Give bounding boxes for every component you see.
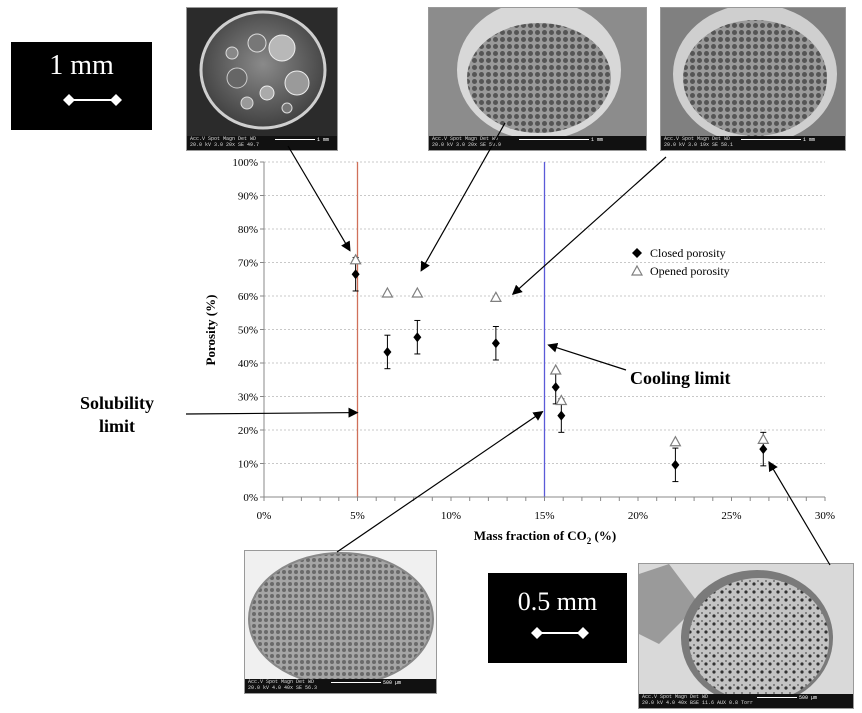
closed-porosity-point <box>551 382 560 393</box>
arrow-micrograph-3 <box>511 156 667 295</box>
opened-porosity-point <box>555 394 568 406</box>
micrograph-top-middle-footer: Acc.V Spot Magn Det WD 20.0 kV 3.0 20x SE… <box>429 136 646 150</box>
x-tick-label: 25% <box>721 510 741 522</box>
x-axis-label: Mass fraction of CO2 (%) <box>474 528 616 546</box>
micrograph-top-left-footer: Acc.V Spot Magn Det WD 20.0 kV 3.0 20x SE… <box>187 136 337 150</box>
micrograph-top-middle-image <box>429 8 646 150</box>
x-tick-label: 0% <box>257 510 272 522</box>
y-tick-label: 40% <box>238 358 258 370</box>
legend-opened-marker <box>630 264 644 276</box>
cooling-limit-label: Cooling limit <box>630 368 731 388</box>
opened-porosity-point <box>349 253 362 265</box>
arrow-cooling-limit <box>547 342 627 371</box>
micrograph-top-right: Acc.V Spot Magn Det WD 20.0 kV 3.0 19x SE… <box>660 7 846 151</box>
opened-porosity-point <box>381 286 394 298</box>
micrograph-bottom-left-footer: Acc.V Spot Magn Det WD 20.0 kV 4.0 40x SE… <box>245 679 436 693</box>
y-tick-label: 20% <box>238 425 258 437</box>
y-tick-label: 50% <box>238 325 258 337</box>
scale-bar-1mm: 1 mm <box>11 42 152 130</box>
micrograph-top-middle: Acc.V Spot Magn Det WD 20.0 kV 3.0 20x SE… <box>428 7 647 151</box>
y-tick-label: 70% <box>238 258 258 270</box>
x-tick-label: 10% <box>441 510 461 522</box>
x-tick-label: 5% <box>350 510 365 522</box>
y-tick-label: 30% <box>238 392 258 404</box>
arrow-micrograph-5 <box>768 460 831 566</box>
legend-closed-marker <box>632 248 642 258</box>
y-tick-label: 80% <box>238 224 258 236</box>
y-tick-label: 90% <box>238 191 258 203</box>
micrograph-top-right-footer: Acc.V Spot Magn Det WD 20.0 kV 3.0 19x SE… <box>661 136 845 150</box>
closed-porosity-point <box>413 332 422 343</box>
x-tick-label: 30% <box>815 510 835 522</box>
x-tick-label: 20% <box>628 510 648 522</box>
arrow-solubility-limit <box>185 407 359 418</box>
micrograph-top-left-image <box>187 8 337 150</box>
x-tick-label: 15% <box>534 510 554 522</box>
axes <box>260 161 826 501</box>
closed-porosity-point <box>351 269 360 280</box>
micrograph-bottom-left-image <box>245 551 436 693</box>
scale-bar-1mm-line <box>63 94 122 106</box>
closed-porosity-point <box>383 346 392 357</box>
closed-porosity-point <box>491 338 500 349</box>
scale-bar-05mm-label: 0.5 mm <box>517 587 598 616</box>
opened-porosity-point <box>669 435 682 447</box>
annotation-arrows <box>185 122 831 566</box>
y-tick-label: 10% <box>238 459 258 471</box>
micrograph-top-left: Acc.V Spot Magn Det WD 20.0 kV 3.0 20x SE… <box>186 7 338 151</box>
y-tick-label: 0% <box>243 492 258 504</box>
y-axis-label: Porosity (%) <box>203 295 218 366</box>
tick-labels: 0% 10% 20% 30% 40% 50% 60% 70% 80% 90% 100% 0% 5% 10%… <box>232 157 835 522</box>
micrograph-bottom-left: Acc.V Spot Magn Det WD 20.0 kV 4.0 40x SE… <box>244 550 437 694</box>
micrograph-bottom-right: Acc.V Spot Magn Det WD 20.0 kV 4.0 40x BS… <box>638 563 854 709</box>
opened-porosity-point <box>757 433 770 444</box>
closed-porosity-point <box>759 444 768 455</box>
legend-closed-label: Closed porosity <box>650 246 726 260</box>
solubility-limit-label: Solubility limit <box>80 393 155 436</box>
micrograph-top-right-image <box>661 8 845 150</box>
arrow-micrograph-4 <box>336 411 544 553</box>
legend: Closed porosity Opened porosity <box>630 246 730 278</box>
scale-bar-05mm-line <box>531 627 589 639</box>
grid-layer <box>264 161 825 464</box>
closed-porosity-point <box>557 410 566 421</box>
legend-opened-label: Opened porosity <box>650 264 730 278</box>
micrograph-bottom-right-image <box>639 564 853 708</box>
scale-bar-05mm: 0.5 mm <box>488 573 627 663</box>
scale-bar-1mm-label: 1 mm <box>49 50 114 81</box>
arrow-micrograph-1 <box>287 145 351 252</box>
opened-porosity-point <box>489 291 502 302</box>
opened-porosity-point <box>549 363 562 375</box>
closed-porosity-point <box>671 459 680 470</box>
y-tick-label: 100% <box>232 157 258 169</box>
opened-porosity-point <box>411 286 424 298</box>
y-tick-label: 60% <box>238 291 258 303</box>
limit-lines <box>356 162 546 497</box>
micrograph-bottom-right-footer: Acc.V Spot Magn Det WD 20.0 kV 4.0 40x BS… <box>639 694 853 708</box>
